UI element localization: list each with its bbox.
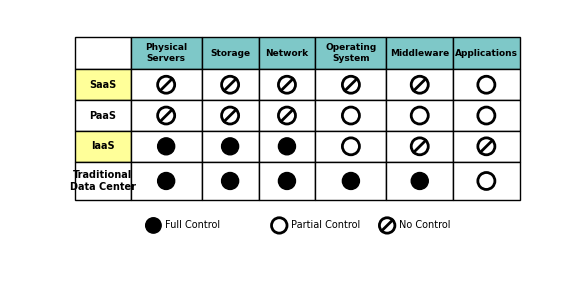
Bar	[202, 131, 259, 162]
Text: Traditional
Data Center: Traditional Data Center	[70, 170, 136, 192]
Circle shape	[278, 138, 295, 155]
Bar	[130, 37, 202, 69]
Bar	[75, 37, 130, 69]
Bar	[453, 69, 520, 100]
Circle shape	[158, 76, 175, 93]
Bar	[75, 100, 130, 131]
Circle shape	[271, 218, 287, 233]
Circle shape	[478, 173, 495, 190]
Circle shape	[342, 173, 360, 190]
Bar	[316, 37, 386, 69]
Bar	[453, 162, 520, 200]
Bar	[316, 100, 386, 131]
Text: Operating
System: Operating System	[325, 43, 376, 63]
Text: SaaS: SaaS	[89, 80, 117, 90]
Text: Partial Control: Partial Control	[291, 221, 360, 230]
Text: IaaS: IaaS	[91, 141, 114, 151]
Bar	[386, 162, 453, 200]
Bar	[75, 162, 130, 200]
Circle shape	[411, 76, 428, 93]
Circle shape	[478, 138, 495, 155]
Bar	[202, 100, 259, 131]
Bar	[386, 69, 453, 100]
Text: Network: Network	[266, 49, 309, 58]
Circle shape	[342, 138, 360, 155]
Text: Physical
Servers: Physical Servers	[145, 43, 187, 63]
Bar	[259, 37, 316, 69]
Bar	[316, 131, 386, 162]
Bar	[259, 69, 316, 100]
Bar	[453, 131, 520, 162]
Bar	[75, 69, 130, 100]
Bar	[316, 69, 386, 100]
Bar	[130, 69, 202, 100]
Bar	[453, 100, 520, 131]
Text: Full Control: Full Control	[165, 221, 220, 230]
Bar	[386, 131, 453, 162]
Bar	[130, 100, 202, 131]
Circle shape	[222, 76, 238, 93]
Circle shape	[222, 138, 238, 155]
Text: No Control: No Control	[399, 221, 450, 230]
Circle shape	[158, 173, 175, 190]
Bar	[259, 131, 316, 162]
Circle shape	[146, 218, 161, 233]
Circle shape	[278, 173, 295, 190]
Circle shape	[411, 107, 428, 124]
Circle shape	[478, 107, 495, 124]
Bar	[202, 69, 259, 100]
Bar	[130, 162, 202, 200]
Circle shape	[411, 138, 428, 155]
Text: Applications: Applications	[455, 49, 518, 58]
Bar	[386, 37, 453, 69]
Bar	[386, 100, 453, 131]
Circle shape	[379, 218, 395, 233]
Text: Storage: Storage	[210, 49, 250, 58]
Circle shape	[342, 76, 360, 93]
Circle shape	[342, 107, 360, 124]
Circle shape	[411, 173, 428, 190]
Bar	[259, 100, 316, 131]
Circle shape	[222, 107, 238, 124]
Circle shape	[478, 76, 495, 93]
Bar	[259, 162, 316, 200]
Bar	[202, 37, 259, 69]
Bar	[453, 37, 520, 69]
Circle shape	[158, 107, 175, 124]
Circle shape	[278, 107, 295, 124]
Circle shape	[158, 138, 175, 155]
Bar	[130, 131, 202, 162]
Bar	[316, 162, 386, 200]
Text: Middleware: Middleware	[390, 49, 450, 58]
Bar	[202, 162, 259, 200]
Bar	[75, 131, 130, 162]
Text: PaaS: PaaS	[89, 110, 116, 121]
Circle shape	[222, 173, 238, 190]
Circle shape	[278, 76, 295, 93]
